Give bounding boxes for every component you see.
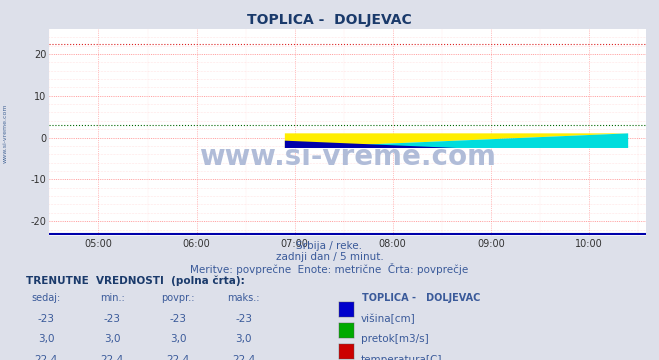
Text: -23: -23 [38,314,55,324]
Text: povpr.:: povpr.: [161,293,194,303]
Polygon shape [285,133,628,148]
Text: 3,0: 3,0 [235,334,252,345]
Text: pretok[m3/s]: pretok[m3/s] [361,334,429,345]
Text: www.si-vreme.com: www.si-vreme.com [199,143,496,171]
Text: -23: -23 [169,314,186,324]
Text: www.si-vreme.com: www.si-vreme.com [3,103,8,163]
Text: -23: -23 [103,314,121,324]
Text: temperatura[C]: temperatura[C] [361,355,443,360]
Text: Meritve: povprečne  Enote: metrične  Črta: povprečje: Meritve: povprečne Enote: metrične Črta:… [190,263,469,275]
Polygon shape [285,133,628,148]
Text: 22,4: 22,4 [34,355,58,360]
Text: maks.:: maks.: [227,293,260,303]
Text: 3,0: 3,0 [38,334,55,345]
Text: 3,0: 3,0 [169,334,186,345]
Text: 22,4: 22,4 [100,355,124,360]
Text: 22,4: 22,4 [166,355,190,360]
Polygon shape [285,141,457,148]
Text: sedaj:: sedaj: [32,293,61,303]
Text: 22,4: 22,4 [232,355,256,360]
Text: -23: -23 [235,314,252,324]
Text: zadnji dan / 5 minut.: zadnji dan / 5 minut. [275,252,384,262]
Text: min.:: min.: [100,293,125,303]
Text: višina[cm]: višina[cm] [361,314,416,324]
Text: 3,0: 3,0 [103,334,121,345]
Text: Srbija / reke.: Srbija / reke. [297,241,362,251]
Text: TOPLICA -   DOLJEVAC: TOPLICA - DOLJEVAC [362,293,481,303]
Text: TRENUTNE  VREDNOSTI  (polna črta):: TRENUTNE VREDNOSTI (polna črta): [26,275,245,286]
Text: TOPLICA -  DOLJEVAC: TOPLICA - DOLJEVAC [247,13,412,27]
